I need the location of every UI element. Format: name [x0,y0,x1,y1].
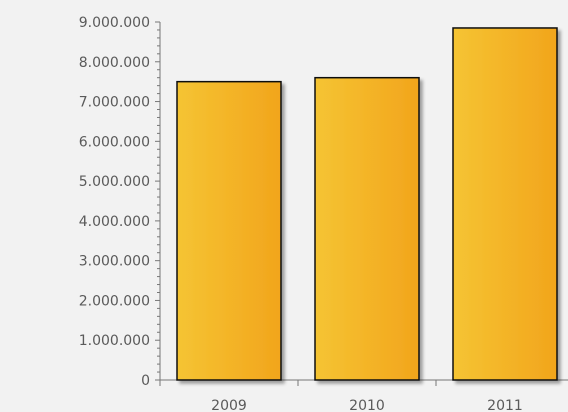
y-tick-label: 0 [141,373,150,389]
y-tick-label: 2.000.000 [79,293,150,309]
y-tick-label: 9.000.000 [79,15,150,31]
y-tick-label: 1.000.000 [79,333,150,349]
plot-area: 0 1.000.000 2.000.000 3.000.000 4.000.000 5.0… [79,15,568,412]
bar-2011 [452,27,558,381]
x-tick-label: 2010 [349,398,385,412]
y-tick-label: 3.000.000 [79,254,150,270]
bar-2010 [314,76,420,381]
x-tick-label: 2011 [487,398,523,412]
bar-2009 [176,80,282,381]
y-tick-label: 8.000.000 [79,55,150,71]
y-tick-label: 4.000.000 [79,214,150,230]
y-tick-label: 7.000.000 [79,95,150,111]
x-tick-label: 2009 [211,398,247,412]
y-tick-label: 5.000.000 [79,174,150,190]
y-tick-label: 6.000.000 [79,134,150,150]
